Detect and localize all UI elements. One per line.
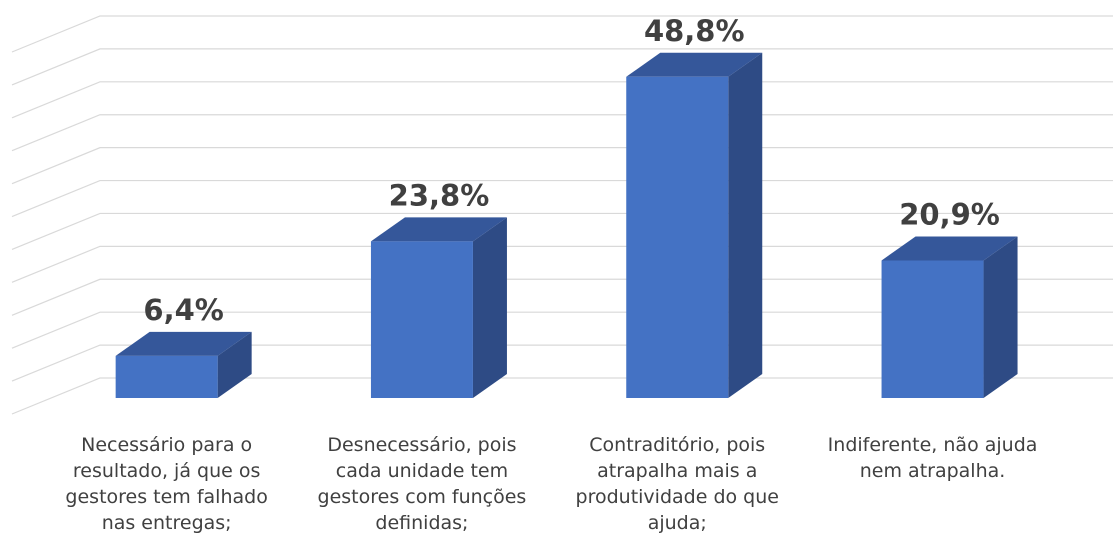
grid-line	[11, 114, 1113, 152]
bar-top	[370, 217, 507, 242]
bar-side	[472, 217, 507, 398]
grid-line	[11, 344, 1113, 382]
bar-side	[728, 52, 763, 398]
bar	[370, 217, 507, 398]
grid-line	[11, 377, 1113, 415]
grid-line	[11, 311, 1113, 349]
value-label: 48,8%	[644, 14, 745, 48]
grid-line	[11, 179, 1113, 218]
bar-top	[626, 52, 763, 77]
grid-line	[11, 48, 1113, 86]
bar	[115, 331, 252, 398]
value-label: 20,9%	[899, 197, 1000, 231]
bar-side	[217, 331, 252, 398]
bar-front	[370, 241, 473, 398]
value-label: 6,4%	[143, 293, 223, 327]
bar	[881, 236, 1018, 398]
grid-line	[11, 147, 1113, 185]
grid-line	[11, 81, 1113, 119]
bar-front	[115, 355, 218, 398]
grid-line	[11, 15, 1113, 53]
bar-side	[983, 236, 1018, 398]
grid-line	[11, 278, 1113, 316]
x-tick-label: Necessário para o resultado, já que os g…	[65, 434, 268, 534]
grid-line	[11, 245, 1113, 283]
x-tick-label: Contraditório, pois atrapalha mais a pro…	[575, 434, 779, 534]
bar-top	[881, 236, 1018, 261]
bar-front	[881, 260, 984, 398]
bar	[626, 52, 763, 398]
x-tick-label: Indiferente, não ajuda nem atrapalha.	[827, 434, 1038, 482]
bar-front	[626, 76, 729, 398]
value-label: 23,8%	[389, 178, 490, 212]
bar-top	[115, 331, 252, 356]
grid-line	[11, 212, 1113, 251]
x-tick-label: Desnecessário, pois cada unidade tem ges…	[317, 434, 527, 534]
